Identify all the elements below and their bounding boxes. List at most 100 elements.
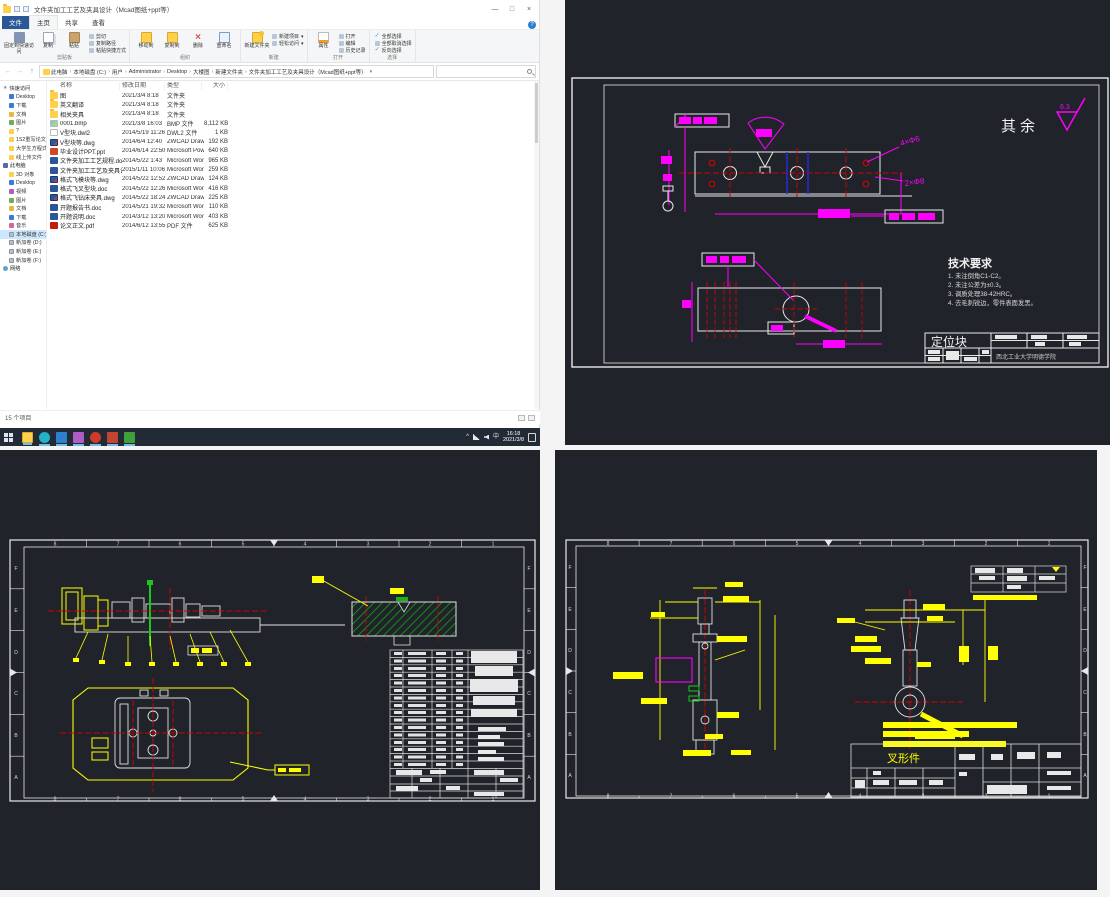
sidebar-item-downloads[interactable]: 下载 (0, 101, 46, 110)
properties-button[interactable]: 属性 (311, 31, 337, 50)
tab-home[interactable]: 主页 (29, 15, 58, 29)
file-row[interactable]: 0001.bmp 2021/3/8 16:03 BMP 文件 8,112 KB (47, 119, 539, 128)
customize-toolbar-icon[interactable] (23, 6, 29, 12)
breadcrumb-c-drive[interactable]: 本地磁盘 (C:) (73, 69, 107, 76)
breadcrumb[interactable]: 此电脑 › 本地磁盘 (C:) › 用户 › Administrator › Deskt… (39, 65, 434, 78)
ime-indicator[interactable]: 中 (493, 434, 500, 440)
sidebar-item-downloads[interactable]: 下载 (0, 213, 46, 222)
sidebar-item-documents[interactable]: 文档 (0, 204, 46, 213)
view-thumbnails-icon[interactable] (528, 414, 535, 421)
sidebar-item-desktop[interactable]: Desktop (0, 179, 46, 188)
sidebar-item-documents[interactable]: 文档 (0, 110, 46, 119)
sidebar-item-volume-f[interactable]: 新加卷 (F:) (0, 256, 46, 265)
volume-icon[interactable] (484, 434, 489, 440)
copy-button[interactable]: 复制 (35, 31, 61, 50)
view-details-icon[interactable] (518, 414, 525, 421)
column-header-name[interactable]: 名称 (50, 82, 120, 90)
taskbar-app-icon[interactable] (56, 431, 67, 446)
move-to-button[interactable]: 移动到 (133, 31, 159, 50)
paste-button[interactable]: 粘贴 (61, 31, 87, 50)
search-input[interactable] (437, 66, 535, 77)
delete-button[interactable]: × 删除 (193, 32, 204, 49)
select-all-button[interactable]: ✓ 全部选择 (374, 33, 402, 40)
scrollbar[interactable] (534, 81, 539, 409)
column-header-size[interactable]: 大小 (202, 82, 228, 90)
sidebar-item-3d-objects[interactable]: 3D 对象 (0, 170, 46, 179)
copy-to-button[interactable]: 复制到 (159, 31, 185, 50)
quick-access-toolbar-icon[interactable] (14, 6, 20, 12)
sidebar-item-videos[interactable]: 视频 (0, 187, 46, 196)
tab-share[interactable]: 共享 (65, 20, 78, 27)
sidebar-item-local-disk-c[interactable]: 本地磁盘 (C:) (0, 230, 46, 239)
tray-chevron-icon[interactable]: ^ (466, 434, 469, 440)
breadcrumb-folder1[interactable]: 大楼图 (193, 69, 210, 76)
breadcrumb-administrator[interactable]: Administrator (128, 68, 162, 75)
sidebar-item-music[interactable]: 音乐 (0, 222, 46, 231)
breadcrumb-current-folder[interactable]: 文件夹加工工艺及夹具设计（Mcad图纸+ppt等） (248, 69, 367, 76)
sidebar-item-folder[interactable]: 1S2重写论文资... (0, 136, 46, 145)
breadcrumb-folder2[interactable]: 新建文件夹 (215, 69, 243, 76)
file-row[interactable]: 文件夹加工工艺规程.doc 2014/5/22 1:43 Microsoft Wor… (47, 156, 539, 165)
sidebar-quick-access[interactable]: ★ 快速访问 (3, 84, 31, 92)
sidebar-item-folder[interactable]: 大学生方程式赛... (0, 144, 46, 153)
edit-button[interactable]: 编辑 (338, 40, 366, 47)
new-item-button[interactable]: 新建项目 ▾ (272, 33, 304, 40)
copy-path-button[interactable]: 复制路径 (89, 40, 126, 47)
open-button[interactable]: 打开 (338, 33, 366, 40)
sidebar-item-volume-e[interactable]: 新加卷 (E:) (0, 247, 46, 256)
column-header-date[interactable]: 修改日期 (120, 82, 165, 90)
up-icon[interactable]: ↑ (30, 68, 34, 75)
sidebar-item-pictures[interactable]: 图片 (0, 118, 46, 127)
file-row[interactable]: 文件夹加工工艺及夹具设计（Mcad图纸...2015/1/11 10:06Mic… (47, 165, 539, 175)
forward-icon[interactable]: → (16, 68, 24, 75)
easy-access-button[interactable]: 轻松访问 ▾ (272, 40, 304, 47)
sidebar-this-pc[interactable]: 此电脑 (0, 161, 46, 170)
action-center-icon[interactable] (528, 432, 536, 442)
taskbar-app-icon[interactable] (90, 431, 101, 446)
scrollbar-thumb[interactable] (535, 83, 538, 143)
taskbar-app-icon[interactable] (107, 431, 118, 446)
maximize-button[interactable]: □ (509, 5, 515, 13)
tab-view[interactable]: 查看 (92, 20, 105, 27)
taskbar-browser-icon[interactable] (39, 431, 50, 446)
network-icon[interactable] (473, 434, 480, 440)
paste-shortcut-button[interactable]: 粘贴快捷方式 (89, 47, 126, 54)
address-dropdown-icon[interactable]: ▾ (369, 68, 373, 75)
file-row[interactable]: 英文翻译 2021/3/4 8:18 文件夹 (47, 99, 539, 109)
sidebar-network[interactable]: 网络 (0, 264, 46, 273)
column-header-type[interactable]: 类型 (165, 82, 202, 90)
breadcrumb-users[interactable]: 用户 (111, 69, 123, 76)
invert-selection-button[interactable]: ✓ 反向选择 (374, 47, 402, 54)
title-bar[interactable]: 文件夹加工工艺及夹具设计（Mcad图纸+ppt等） — □ × (0, 0, 539, 18)
cut-button[interactable]: 剪切 (89, 33, 126, 40)
file-row[interactable]: 相关夹具 2021/3/4 8:18 文件夹 (47, 108, 539, 119)
pin-to-quick-access-button[interactable]: 固定到快速访问 (3, 31, 35, 55)
breadcrumb-this-pc[interactable]: 此电脑 (51, 69, 68, 76)
close-button[interactable]: × (526, 5, 532, 13)
minimize-button[interactable]: — (491, 5, 499, 13)
start-button[interactable] (0, 428, 16, 446)
file-row[interactable]: 论文正文.pdf 2014/6/12 13:55 PDF 文件 625 KB (47, 221, 539, 230)
sidebar-item-folder[interactable]: ? (0, 127, 46, 136)
taskbar-app-icon[interactable] (124, 431, 135, 446)
rename-button[interactable]: 重命名 (211, 31, 237, 50)
file-row[interactable]: 图 2021/3/4 8:18 文件夹 (47, 90, 539, 100)
breadcrumb-desktop[interactable]: Desktop (167, 68, 188, 75)
taskbar-file-explorer-icon[interactable] (22, 431, 33, 445)
back-icon[interactable]: ← (4, 68, 12, 75)
new-folder-button[interactable]: 新建文件夹 (244, 31, 270, 50)
search-box[interactable] (436, 65, 536, 78)
help-icon[interactable]: ? (528, 21, 536, 29)
select-none-button[interactable]: 全部取消选择 (374, 40, 412, 47)
clock[interactable]: 16:18 2021/3/8 (503, 430, 524, 443)
taskbar-app-icon[interactable] (73, 431, 84, 446)
file-list[interactable]: 名称 修改日期 类型 大小 图 2021/3/4 8:18 文件夹 英文翻译 2021… (47, 81, 539, 409)
tab-file[interactable]: 文件 (2, 16, 29, 29)
